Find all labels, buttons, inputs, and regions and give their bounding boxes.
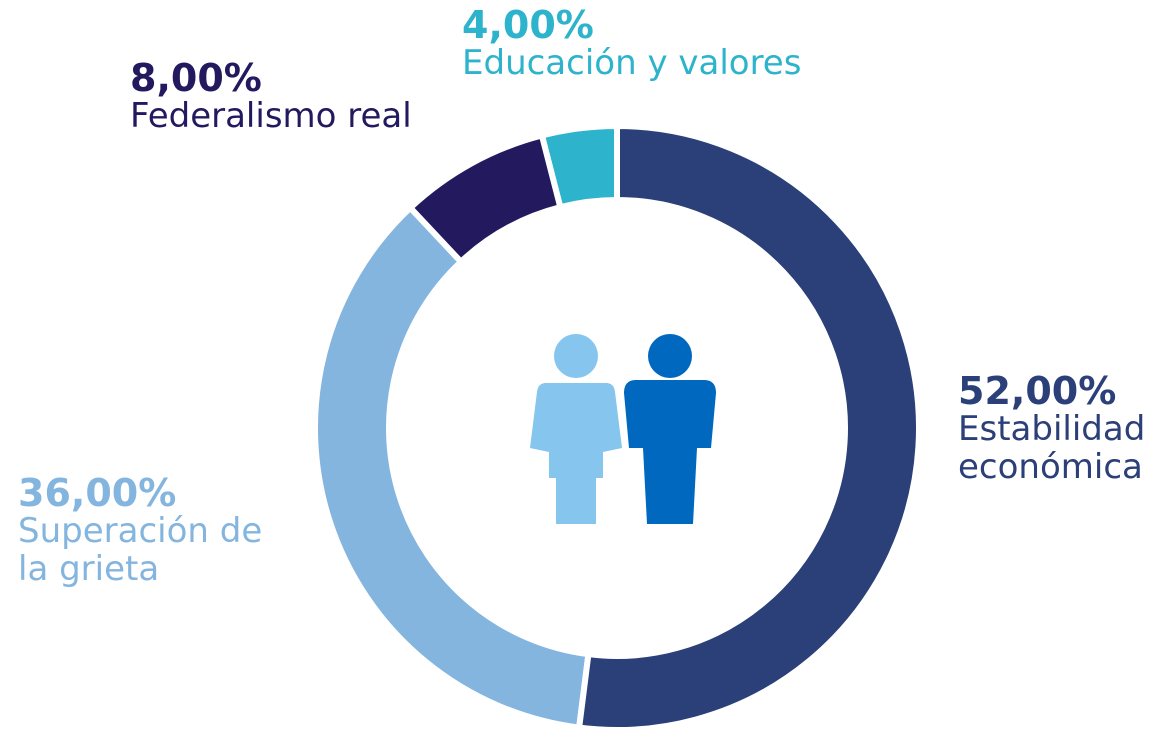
people-icon <box>530 334 716 524</box>
value-label: 8,00% <box>130 56 262 100</box>
donut-segment <box>406 131 564 267</box>
category-label: Federalismo real <box>130 96 412 136</box>
category-label: Estabilidad económica <box>958 409 1146 487</box>
value-label: 4,00% <box>462 3 594 47</box>
segment-label: 36,00% Superación de la grieta <box>18 474 293 588</box>
donut-segment <box>575 122 922 733</box>
segment-label: 52,00% Estabilidad económica <box>958 372 1176 486</box>
donut-segment <box>312 203 592 731</box>
value-label: 52,00% <box>958 369 1117 413</box>
segment-label: 4,00% Educación y valores <box>462 6 801 82</box>
category-label: Superación de la grieta <box>18 511 263 589</box>
category-label: Educación y valores <box>462 43 802 83</box>
value-label: 36,00% <box>18 471 177 515</box>
segment-label: 8,00% Federalismo real <box>130 59 412 135</box>
